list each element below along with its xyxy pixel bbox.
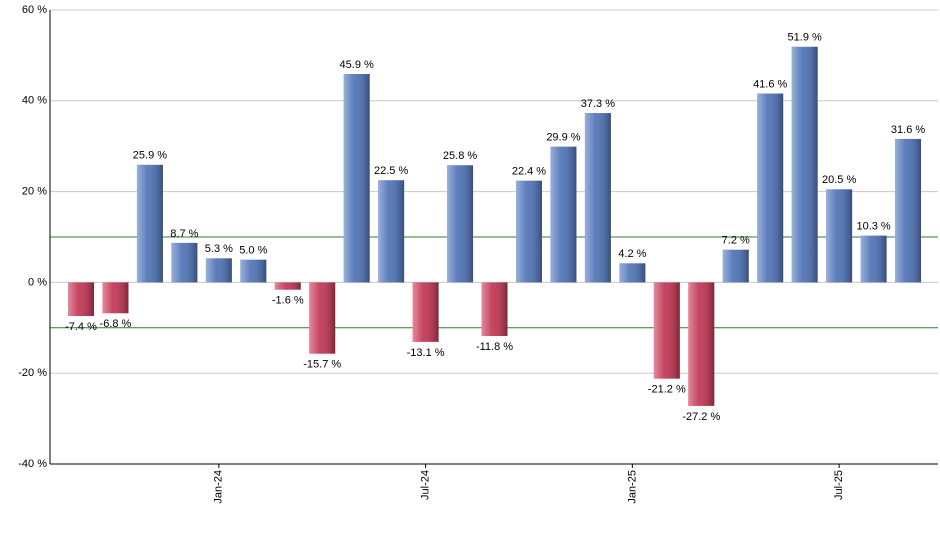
- y-tick-label: 60 %: [22, 4, 47, 16]
- data-label: 45.9 %: [340, 59, 374, 71]
- data-label: -21.2 %: [648, 384, 686, 396]
- x-tick-label: Jul-24: [420, 470, 432, 500]
- data-label: 7.2 %: [722, 235, 750, 247]
- bar: [102, 282, 129, 314]
- data-label: 37.3 %: [581, 98, 615, 110]
- bar: [895, 138, 922, 283]
- x-tick-label: Jul-25: [833, 470, 845, 500]
- bar: [343, 74, 370, 283]
- bar: [274, 282, 301, 290]
- data-label: -7.4 %: [65, 321, 97, 333]
- data-label: -11.8 %: [476, 341, 513, 353]
- data-label: 20.5 %: [822, 174, 856, 186]
- data-label: 31.6 %: [891, 124, 925, 136]
- data-label: 5.0 %: [239, 245, 267, 257]
- y-tick-label: -20 %: [18, 367, 47, 379]
- data-label: -13.1 %: [407, 347, 445, 359]
- data-label: 29.9 %: [546, 132, 580, 144]
- data-label: -6.8 %: [100, 318, 132, 330]
- x-tick-label: Jan-24: [213, 470, 225, 504]
- data-label: 51.9 %: [788, 32, 822, 44]
- data-label: 25.9 %: [133, 150, 167, 162]
- bar: [584, 113, 611, 283]
- data-label: 22.5 %: [374, 165, 408, 177]
- data-label: 8.7 %: [170, 228, 198, 240]
- bar: [447, 165, 474, 283]
- y-tick-label: 20 %: [22, 186, 47, 198]
- bar: [171, 242, 198, 283]
- data-label: 25.8 %: [443, 150, 477, 162]
- bar: [791, 46, 818, 283]
- data-label: 5.3 %: [205, 243, 233, 255]
- bar: [515, 180, 542, 283]
- y-tick-label: -40 %: [18, 458, 47, 470]
- bar: [757, 93, 784, 283]
- bar: [688, 282, 715, 406]
- data-label: -27.2 %: [682, 411, 720, 423]
- bar: [722, 249, 749, 283]
- y-tick-label: 40 %: [22, 95, 47, 107]
- bar: [481, 282, 508, 336]
- y-tick-label: 0 %: [28, 276, 47, 288]
- data-label: 10.3 %: [856, 221, 890, 233]
- bar: [136, 164, 163, 283]
- x-tick-label: Jan-25: [626, 470, 638, 504]
- bar: [205, 258, 232, 283]
- bar: [240, 259, 267, 283]
- bar: [619, 263, 646, 283]
- bar: [653, 282, 680, 379]
- bar: [68, 282, 94, 316]
- bar: [309, 282, 336, 354]
- bar: [550, 146, 577, 283]
- data-label: -15.7 %: [303, 359, 341, 371]
- data-label: 22.4 %: [512, 166, 546, 178]
- data-label: 41.6 %: [753, 78, 787, 90]
- data-label: -1.6 %: [272, 295, 304, 307]
- bar: [412, 282, 439, 342]
- bar: [826, 189, 853, 283]
- data-label: 4.2 %: [618, 248, 646, 260]
- bar: [860, 235, 887, 283]
- bar: [378, 180, 405, 283]
